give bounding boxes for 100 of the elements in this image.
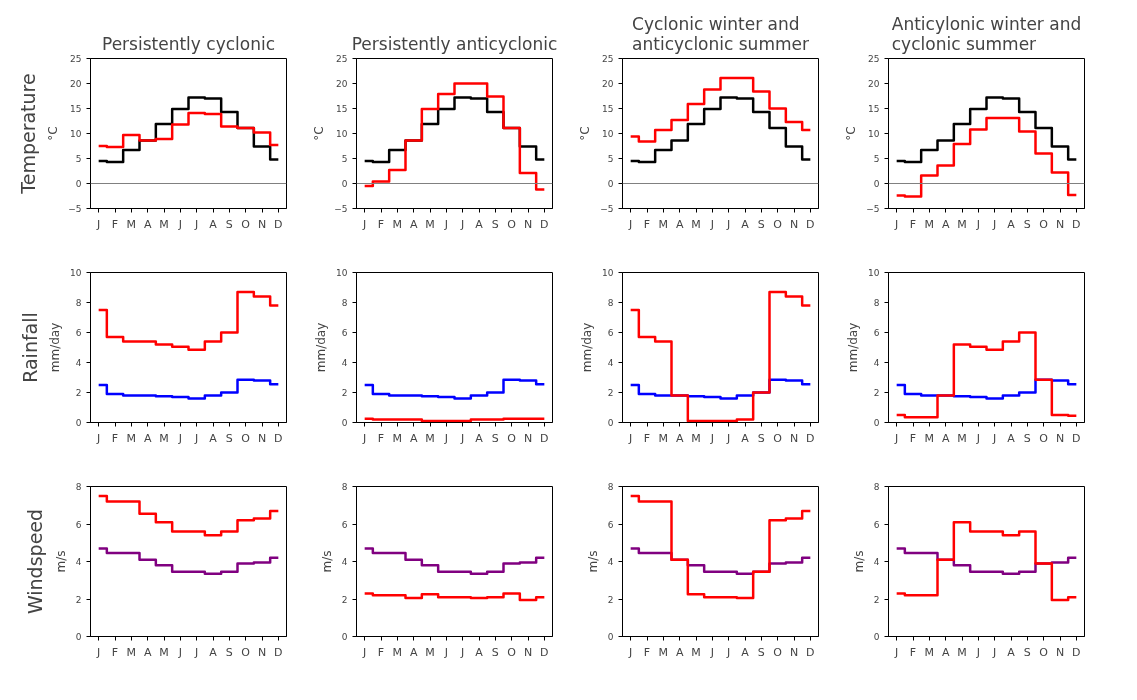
y-tick-label: −5: [866, 204, 880, 214]
x-tick-label: A: [475, 645, 484, 659]
x-tick-label: J: [362, 645, 367, 659]
y-tick-label: 10: [602, 268, 614, 278]
x-tick-label: J: [194, 431, 199, 445]
x-tick-label: J: [443, 217, 448, 231]
y-tick-label: 6: [607, 519, 614, 530]
x-tick-label: S: [225, 217, 233, 231]
x-tick-label: J: [975, 431, 980, 445]
text: Windspeed: [23, 508, 46, 615]
y-axis-title: m/s: [851, 550, 866, 573]
y-tick-label: 2: [75, 594, 82, 605]
x-tick-label: D: [806, 431, 815, 445]
y-axis-title: mm/day: [314, 322, 329, 373]
y-tick-label: 20: [868, 79, 880, 89]
x-tick-label: J: [894, 645, 899, 659]
y-tick-label: 8: [873, 482, 880, 492]
x-tick-label: D: [540, 431, 549, 445]
x-tick-label: M: [924, 217, 935, 231]
y-tick-label: 25: [602, 54, 614, 64]
x-tick-label: N: [523, 431, 533, 445]
x-tick-label: M: [392, 645, 403, 659]
y-axis-title: °C: [312, 126, 327, 141]
x-tick-label: F: [643, 431, 651, 445]
x-tick-label: J: [443, 431, 448, 445]
x-tick-label: M: [126, 217, 137, 231]
x-tick-label: O: [773, 217, 783, 231]
y-tick-label: 8: [873, 298, 880, 308]
x-tick-label: J: [992, 431, 997, 445]
x-tick-label: N: [257, 217, 267, 231]
x-tick-label: S: [225, 431, 233, 445]
x-tick-label: J: [460, 217, 465, 231]
x-tick-label: J: [628, 217, 633, 231]
x-tick-label: O: [507, 217, 517, 231]
x-tick-label: N: [1055, 645, 1065, 659]
y-tick-label: 8: [607, 298, 614, 308]
y-tick-label: 0: [75, 418, 82, 428]
chart-title: Persistently anticyclonic: [351, 33, 558, 54]
x-tick-label: D: [274, 645, 283, 659]
x-tick-label: J: [726, 217, 731, 231]
x-tick-label: M: [691, 431, 701, 445]
y-tick-label: 15: [70, 104, 82, 114]
x-tick-label: S: [757, 431, 765, 445]
x-tick-label: M: [425, 431, 435, 445]
y-tick-label: 25: [868, 54, 880, 64]
y-tick-label: 0: [873, 179, 880, 189]
x-tick-label: M: [392, 217, 403, 231]
y-tick-label: −5: [600, 204, 614, 214]
x-tick-label: S: [757, 645, 765, 659]
x-tick-label: A: [409, 217, 418, 231]
y-tick-label: 8: [341, 482, 348, 492]
x-tick-label: J: [194, 645, 199, 659]
x-tick-label: A: [741, 431, 750, 445]
x-tick-label: M: [691, 217, 701, 231]
x-tick-label: M: [658, 431, 669, 445]
y-tick-label: 4: [75, 557, 82, 567]
x-tick-label: A: [741, 645, 750, 659]
y-tick-label: 0: [607, 632, 614, 642]
x-tick-label: O: [507, 431, 517, 445]
x-tick-label: D: [540, 217, 549, 231]
y-tick-label: 2: [873, 388, 880, 398]
x-tick-label: D: [274, 431, 283, 445]
x-tick-label: J: [628, 431, 633, 445]
x-tick-label: M: [957, 645, 967, 659]
x-tick-label: A: [675, 217, 684, 231]
y-axis-title: mm/day: [580, 322, 595, 373]
y-tick-label: 0: [873, 418, 880, 428]
x-tick-label: O: [241, 217, 251, 231]
x-tick-label: J: [177, 217, 182, 231]
x-tick-label: F: [377, 217, 385, 231]
y-tick-label: −5: [68, 204, 82, 214]
y-axis-title: mm/day: [846, 322, 861, 373]
y-tick-label: 10: [336, 129, 348, 139]
y-tick-label: 20: [336, 79, 348, 89]
x-tick-label: J: [975, 645, 980, 659]
x-tick-label: M: [159, 645, 169, 659]
y-tick-label: 2: [873, 594, 880, 605]
y-tick-label: 10: [70, 129, 82, 139]
y-tick-label: 15: [602, 104, 614, 114]
x-tick-label: A: [941, 645, 950, 659]
x-tick-label: J: [992, 217, 997, 231]
x-tick-label: J: [177, 431, 182, 445]
y-tick-label: 20: [602, 79, 614, 89]
y-axis-title: °C: [46, 126, 61, 141]
x-tick-label: O: [507, 645, 517, 659]
y-tick-label: 10: [868, 268, 880, 278]
x-tick-label: N: [523, 645, 533, 659]
x-tick-label: N: [789, 645, 799, 659]
y-tick-label: 4: [607, 358, 614, 368]
text: Temperature: [16, 73, 39, 195]
y-tick-label: 0: [341, 418, 348, 428]
x-tick-label: A: [409, 431, 418, 445]
x-tick-label: N: [1055, 431, 1065, 445]
x-tick-label: A: [1007, 431, 1016, 445]
x-tick-label: S: [491, 217, 499, 231]
chart-title: Cyclonic winter and anticyclonic summer: [632, 13, 809, 54]
x-tick-label: J: [362, 217, 367, 231]
x-tick-label: A: [409, 645, 418, 659]
y-axis-title: m/s: [53, 550, 68, 573]
x-tick-label: J: [96, 431, 101, 445]
